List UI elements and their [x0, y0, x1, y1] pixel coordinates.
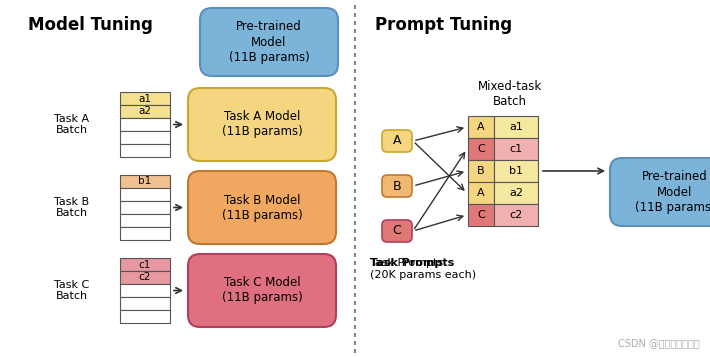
Text: Task A
Batch: Task A Batch	[55, 114, 89, 135]
Text: C: C	[477, 210, 485, 220]
Bar	[120, 131, 170, 144]
FancyBboxPatch shape	[188, 171, 336, 244]
Text: B: B	[477, 166, 485, 176]
Bar	[120, 144, 170, 157]
Text: CSDN @发木的比目鱼🐟: CSDN @发木的比目鱼🐟	[618, 338, 700, 348]
Text: c2: c2	[509, 210, 523, 220]
Bar	[120, 258, 170, 271]
FancyBboxPatch shape	[382, 220, 412, 242]
Text: c2: c2	[139, 272, 151, 282]
Bar	[468, 160, 494, 182]
Text: Task B
Batch: Task B Batch	[55, 197, 89, 218]
Text: c1: c1	[139, 260, 151, 270]
Bar	[120, 175, 170, 188]
Bar	[120, 297, 170, 310]
Bar	[494, 204, 538, 226]
Text: Mixed-task
Batch: Mixed-task Batch	[478, 80, 542, 108]
Bar	[468, 116, 494, 138]
FancyBboxPatch shape	[610, 158, 710, 226]
Bar	[120, 92, 170, 105]
Text: Task C Model
(11B params): Task C Model (11B params)	[222, 277, 302, 305]
Text: a2: a2	[138, 106, 151, 116]
Bar	[120, 118, 170, 131]
Text: C: C	[477, 144, 485, 154]
Bar	[468, 182, 494, 204]
Bar	[494, 160, 538, 182]
Bar	[120, 105, 170, 118]
Text: Model Tuning: Model Tuning	[28, 16, 153, 34]
Bar	[120, 271, 170, 284]
Text: Prompt Tuning: Prompt Tuning	[375, 16, 512, 34]
Text: a1: a1	[138, 94, 151, 104]
Bar	[120, 188, 170, 201]
Text: Task B Model
(11B params): Task B Model (11B params)	[222, 193, 302, 221]
Bar	[494, 116, 538, 138]
Text: Pre-trained
Model
(11B params): Pre-trained Model (11B params)	[229, 20, 310, 64]
Bar	[468, 138, 494, 160]
Text: Task Prompts
(20K params each): Task Prompts (20K params each)	[370, 258, 476, 280]
Bar	[494, 182, 538, 204]
Text: Pre-trained
Model
(11B params): Pre-trained Model (11B params)	[635, 171, 710, 213]
Bar	[120, 201, 170, 214]
Text: a2: a2	[509, 188, 523, 198]
Text: a1: a1	[509, 122, 523, 132]
Bar	[120, 310, 170, 323]
Text: A: A	[393, 135, 401, 147]
FancyBboxPatch shape	[200, 8, 338, 76]
Text: A: A	[477, 122, 485, 132]
FancyBboxPatch shape	[382, 175, 412, 197]
Bar	[494, 138, 538, 160]
Text: C: C	[393, 225, 401, 237]
Bar	[468, 204, 494, 226]
Bar	[120, 227, 170, 240]
Text: B: B	[393, 180, 401, 192]
Text: b1: b1	[138, 176, 152, 186]
FancyBboxPatch shape	[188, 254, 336, 327]
Text: Task Prompts: Task Prompts	[370, 258, 454, 268]
FancyBboxPatch shape	[382, 130, 412, 152]
Text: b1: b1	[509, 166, 523, 176]
Text: Task A Model
(11B params): Task A Model (11B params)	[222, 111, 302, 139]
Bar	[120, 214, 170, 227]
Text: Task C
Batch: Task C Batch	[55, 280, 89, 301]
FancyBboxPatch shape	[188, 88, 336, 161]
Text: c1: c1	[510, 144, 523, 154]
Text: A: A	[477, 188, 485, 198]
Bar	[120, 284, 170, 297]
